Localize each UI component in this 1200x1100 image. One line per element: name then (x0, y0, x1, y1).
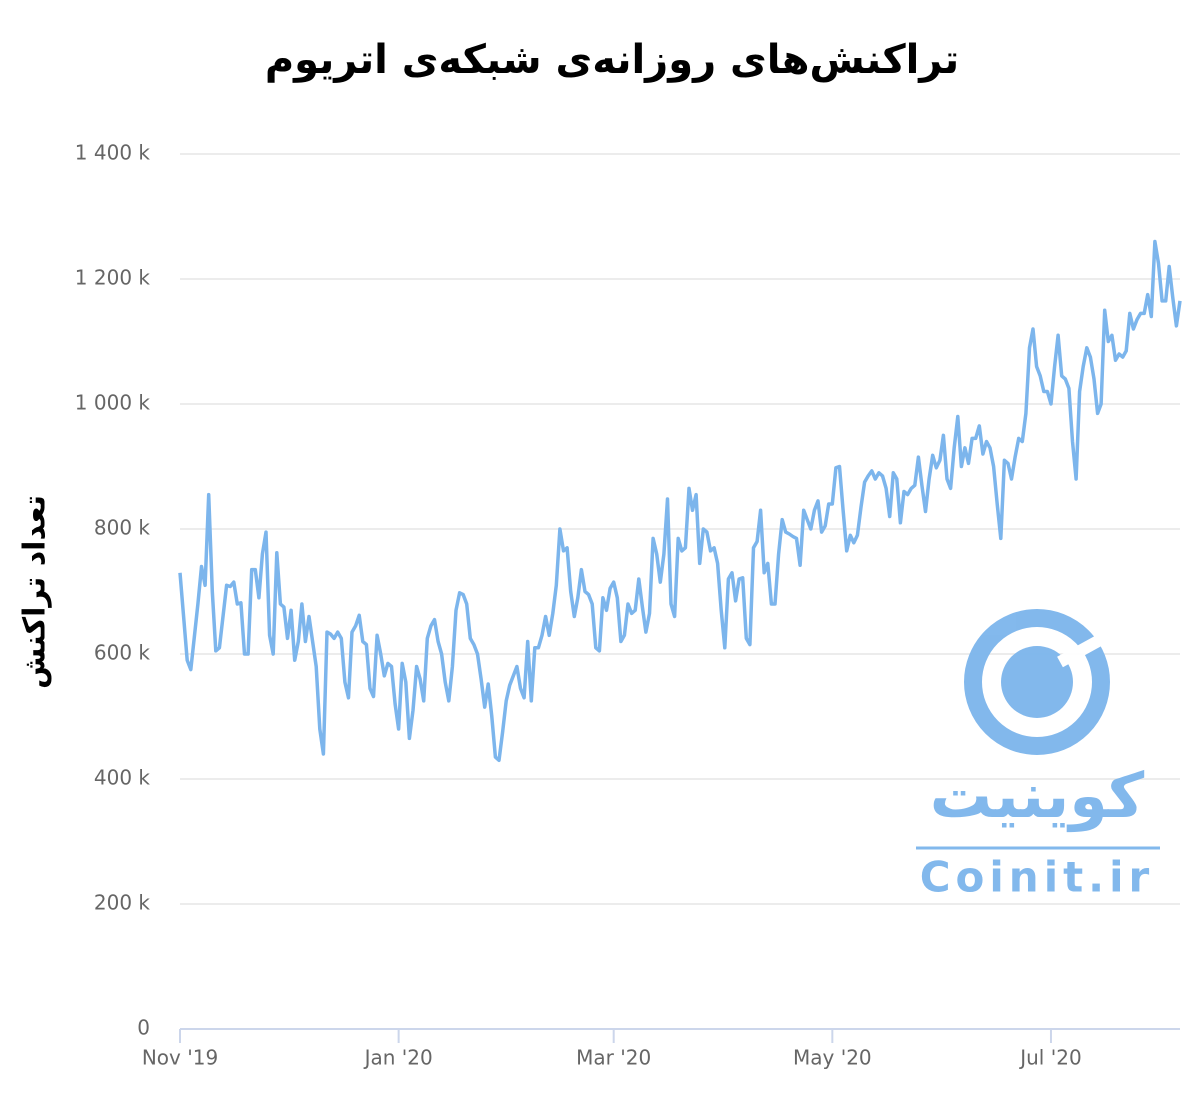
y-tick-label: 1 000 k (75, 391, 151, 415)
chart-title: تراکنش‌های روزانه‌ی شبکه‌ی اتریوم (265, 37, 959, 83)
watermark-brand: کوینیت (930, 759, 1145, 832)
logo-cut (1057, 634, 1103, 668)
watermark: کوینیت Coinit.ir (916, 609, 1160, 902)
y-axis-title: تعداد تراکنش (18, 495, 53, 689)
logo-core (1001, 646, 1073, 718)
y-tick-label: 800 k (94, 516, 151, 540)
x-tick-label: Jan '20 (363, 1046, 433, 1070)
x-tick-label: Mar '20 (576, 1046, 651, 1070)
x-tick-label: Nov '19 (142, 1046, 218, 1070)
y-tick-label: 1 200 k (75, 266, 151, 290)
y-tick-label: 1 400 k (75, 141, 151, 165)
y-tick-label: 200 k (94, 891, 151, 915)
x-tick-label: May '20 (793, 1046, 872, 1070)
y-tick-label: 600 k (94, 641, 151, 665)
watermark-site: Coinit.ir (920, 853, 1155, 902)
data-line (178, 239, 1182, 763)
y-tick-label: 400 k (94, 766, 151, 790)
y-tick-label: 0 (137, 1016, 150, 1040)
logo-ring (964, 609, 1110, 755)
x-tick-label: Jul '20 (1018, 1046, 1081, 1070)
